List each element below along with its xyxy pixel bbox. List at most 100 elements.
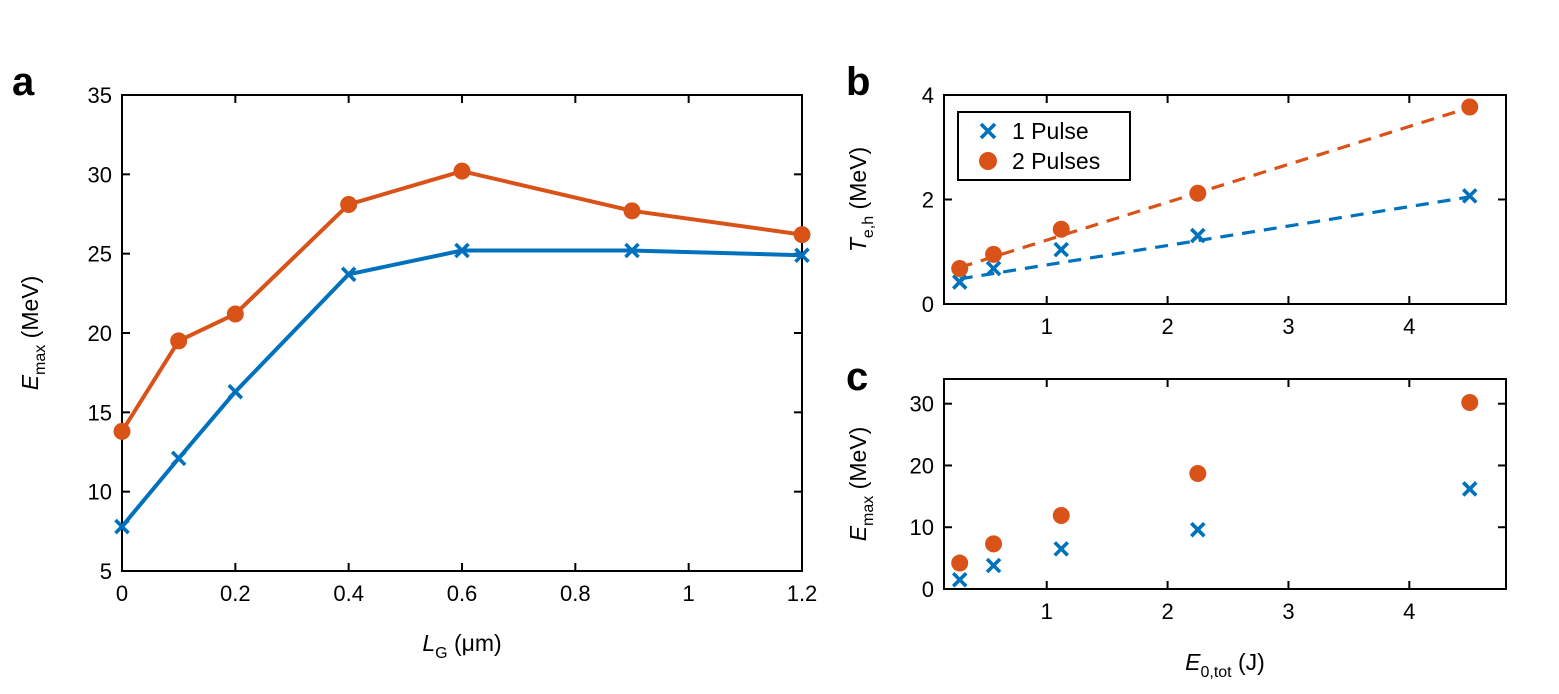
x-tick-label: 1 (1041, 314, 1053, 339)
legend-label-2: 2 Pulses (1012, 148, 1100, 174)
y-tick-label: 2 (922, 188, 934, 213)
x-axis-label-main: E (1185, 649, 1201, 675)
x-tick-label: 0.8 (560, 581, 591, 606)
y-axis-label-unit: (MeV) (845, 427, 871, 496)
x-tick-label: 2 (1161, 599, 1173, 624)
data-point-o (951, 554, 969, 572)
data-point-o (623, 202, 641, 220)
chart-panel-a: 0 0.2 0.4 0.6 0.8 1 1.2 5 10 15 20 25 30 35 Emax (MeV)… (17, 83, 817, 662)
data-point-o (985, 535, 1003, 553)
y-axis-label-sub: max (32, 345, 49, 375)
x-tick-label: 0.4 (333, 581, 364, 606)
data-point-x (985, 557, 1002, 574)
panel-label-b: b (846, 60, 870, 104)
x-axis-label-sub: G (435, 645, 447, 662)
x-tick-label: 0 (116, 581, 128, 606)
y-axis-label-sub: max (860, 496, 877, 526)
y-axis-label-sub: e,h (860, 216, 877, 238)
data-point-x (114, 518, 130, 535)
x-axis-label-unit: (μm) (448, 630, 502, 656)
legend-marker-x (979, 122, 997, 140)
x-axis-label-main: L (422, 630, 435, 656)
x-axis-label: E0,tot (J) (1185, 649, 1265, 681)
y-axis-label-unit: (MeV) (845, 147, 871, 216)
x-axis-label-unit: (J) (1232, 649, 1265, 675)
x-tick-label: 2 (1161, 314, 1173, 339)
data-point-o (985, 245, 1003, 263)
x-axis-label-sub: 0,tot (1200, 664, 1232, 681)
data-point-o (793, 226, 811, 244)
chart-panel-b: 1 2 3 4 0 2 4 Te,h (MeV) (845, 83, 1507, 339)
axes-frame (943, 378, 1507, 590)
y-tick-label: 35 (88, 83, 112, 108)
x-axis-label: LG (μm) (422, 630, 501, 662)
data-point-x (340, 266, 357, 283)
panel-label-c: c (846, 355, 868, 399)
legend-o-symbol (979, 152, 997, 170)
y-axis-label-unit: (MeV) (17, 276, 43, 345)
data-point-x (1053, 241, 1070, 258)
x-tick-label: 1 (683, 581, 695, 606)
series-line (120, 169, 803, 433)
data-point-x (227, 383, 244, 400)
y-axis-label: Te,h (MeV) (845, 147, 877, 252)
x-tick-label: 3 (1282, 599, 1294, 624)
data-point-o (340, 195, 358, 213)
y-axis-label: Emax (MeV) (17, 276, 49, 391)
data-point-x (624, 242, 640, 259)
data-point-o (1052, 507, 1070, 524)
data-point-x (170, 450, 187, 467)
fit-line (959, 195, 1470, 281)
legend: 1 Pulse 2 Pulses (957, 111, 1131, 181)
y-tick-label: 25 (88, 242, 112, 267)
y-tick-label: 15 (88, 400, 112, 425)
x-tick-label: 4 (1403, 314, 1415, 339)
data-point-x (794, 247, 810, 264)
data-point-o (951, 259, 969, 277)
y-tick-label: 4 (922, 83, 934, 108)
legend-label-1: 1 Pulse (1012, 118, 1089, 144)
y-tick-label: 30 (88, 162, 112, 187)
data-point-o (1052, 220, 1070, 238)
y-axis-label-main: T (845, 236, 871, 252)
data-point-x (1461, 188, 1478, 204)
data-point-x (454, 242, 470, 259)
data-point-x (951, 571, 968, 588)
y-axis-label-main: E (17, 374, 43, 390)
data-point-x (951, 274, 968, 290)
legend-x-symbol (979, 122, 997, 140)
y-tick-label: 0 (922, 292, 934, 317)
fit-line (959, 106, 1471, 269)
x-tick-label: 3 (1282, 314, 1294, 339)
y-tick-label: 30 (910, 392, 934, 417)
data-point-o (226, 305, 244, 323)
data-point-x (1190, 521, 1206, 538)
x-tick-label: 4 (1403, 599, 1415, 624)
data-point-o (1189, 465, 1207, 482)
y-axis-label: Emax (MeV) (845, 427, 877, 542)
data-point-o (1461, 98, 1479, 116)
data-point-o (1189, 184, 1207, 202)
y-tick-label: 10 (910, 515, 934, 540)
panel-label-a: a (12, 60, 35, 104)
x-tick-label: 0.6 (447, 581, 478, 606)
y-axis-label-main: E (845, 525, 871, 541)
y-tick-label: 0 (922, 577, 934, 602)
y-tick-label: 20 (88, 321, 112, 346)
data-point-o (1461, 393, 1479, 411)
data-point-o (113, 422, 131, 440)
legend-marker-o (979, 152, 997, 170)
data-point-x (1461, 481, 1478, 497)
y-tick-label: 20 (910, 453, 934, 478)
data-point-o (453, 162, 471, 180)
x-tick-label: 0.2 (220, 581, 251, 606)
data-point-x (1190, 227, 1206, 244)
data-point-o (170, 332, 188, 350)
series-line (120, 248, 803, 528)
y-tick-label: 5 (100, 559, 112, 584)
x-tick-label: 1 (1041, 599, 1053, 624)
x-tick-label: 1.2 (787, 581, 818, 606)
y-tick-label: 10 (88, 480, 112, 505)
